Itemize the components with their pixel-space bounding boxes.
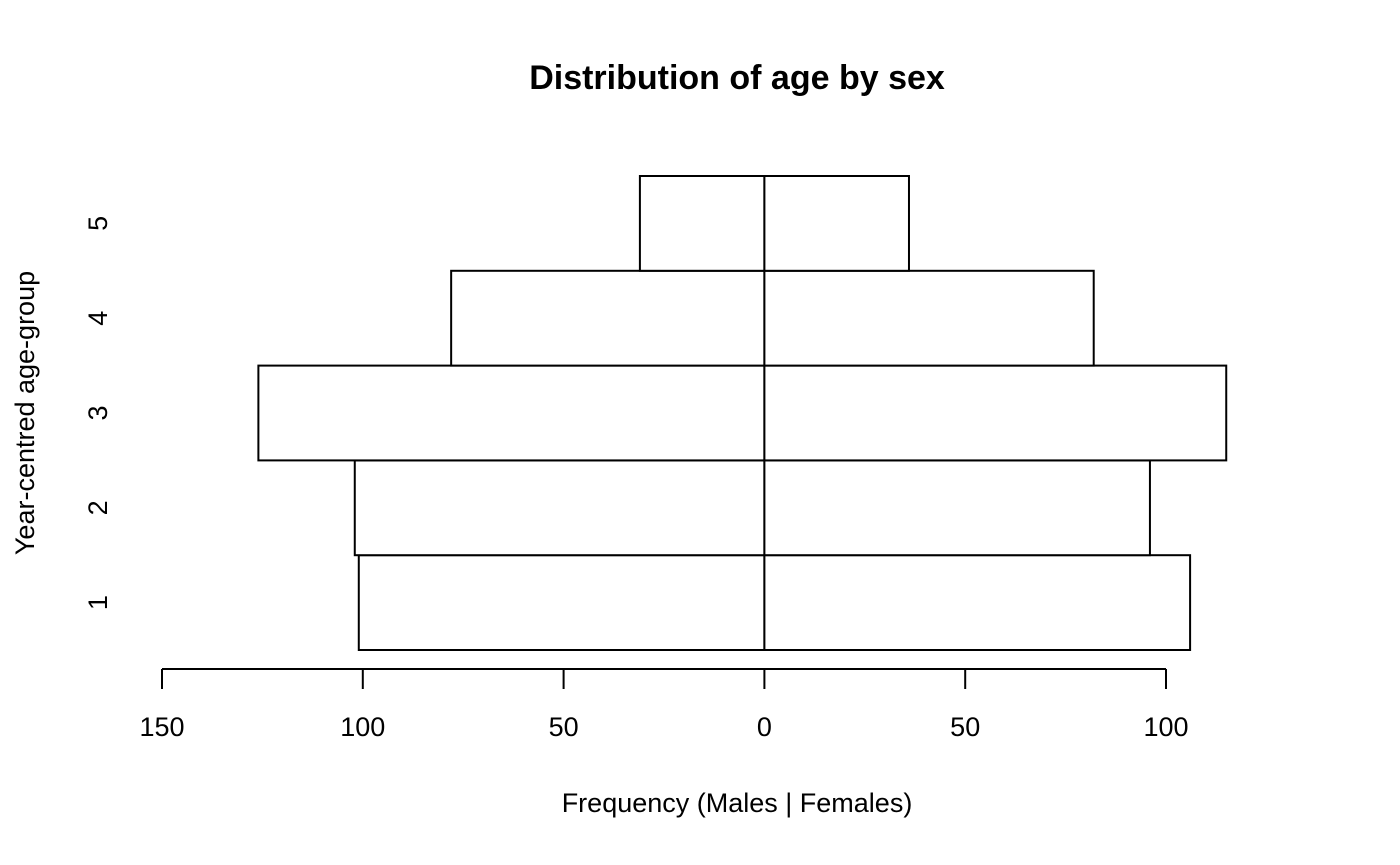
y-tick-label: 1 bbox=[83, 595, 113, 610]
bar bbox=[450, 269, 766, 367]
x-tick-label: 100 bbox=[340, 712, 385, 742]
x-tick-label: 0 bbox=[757, 712, 772, 742]
bar bbox=[763, 269, 1095, 367]
x-tick-label: 150 bbox=[139, 712, 184, 742]
y-tick-label: 2 bbox=[83, 500, 113, 515]
bar bbox=[638, 175, 766, 272]
bar bbox=[257, 364, 766, 462]
bar bbox=[763, 364, 1228, 462]
chart-title: Distribution of age by sex bbox=[529, 59, 945, 97]
y-tick-label: 5 bbox=[83, 216, 113, 231]
bar bbox=[763, 175, 910, 272]
bar bbox=[763, 459, 1151, 557]
x-tick-label: 50 bbox=[950, 712, 980, 742]
bar bbox=[763, 554, 1192, 652]
y-tick-label: 3 bbox=[83, 405, 113, 420]
bar bbox=[357, 554, 766, 652]
x-tick-label: 100 bbox=[1143, 712, 1188, 742]
x-axis-label: Frequency (Males | Females) bbox=[562, 788, 913, 818]
x-tick-label: 50 bbox=[549, 712, 579, 742]
y-axis-label: Year-centred age-group bbox=[10, 271, 40, 555]
y-tick-label: 4 bbox=[83, 311, 113, 326]
bar bbox=[353, 459, 766, 557]
